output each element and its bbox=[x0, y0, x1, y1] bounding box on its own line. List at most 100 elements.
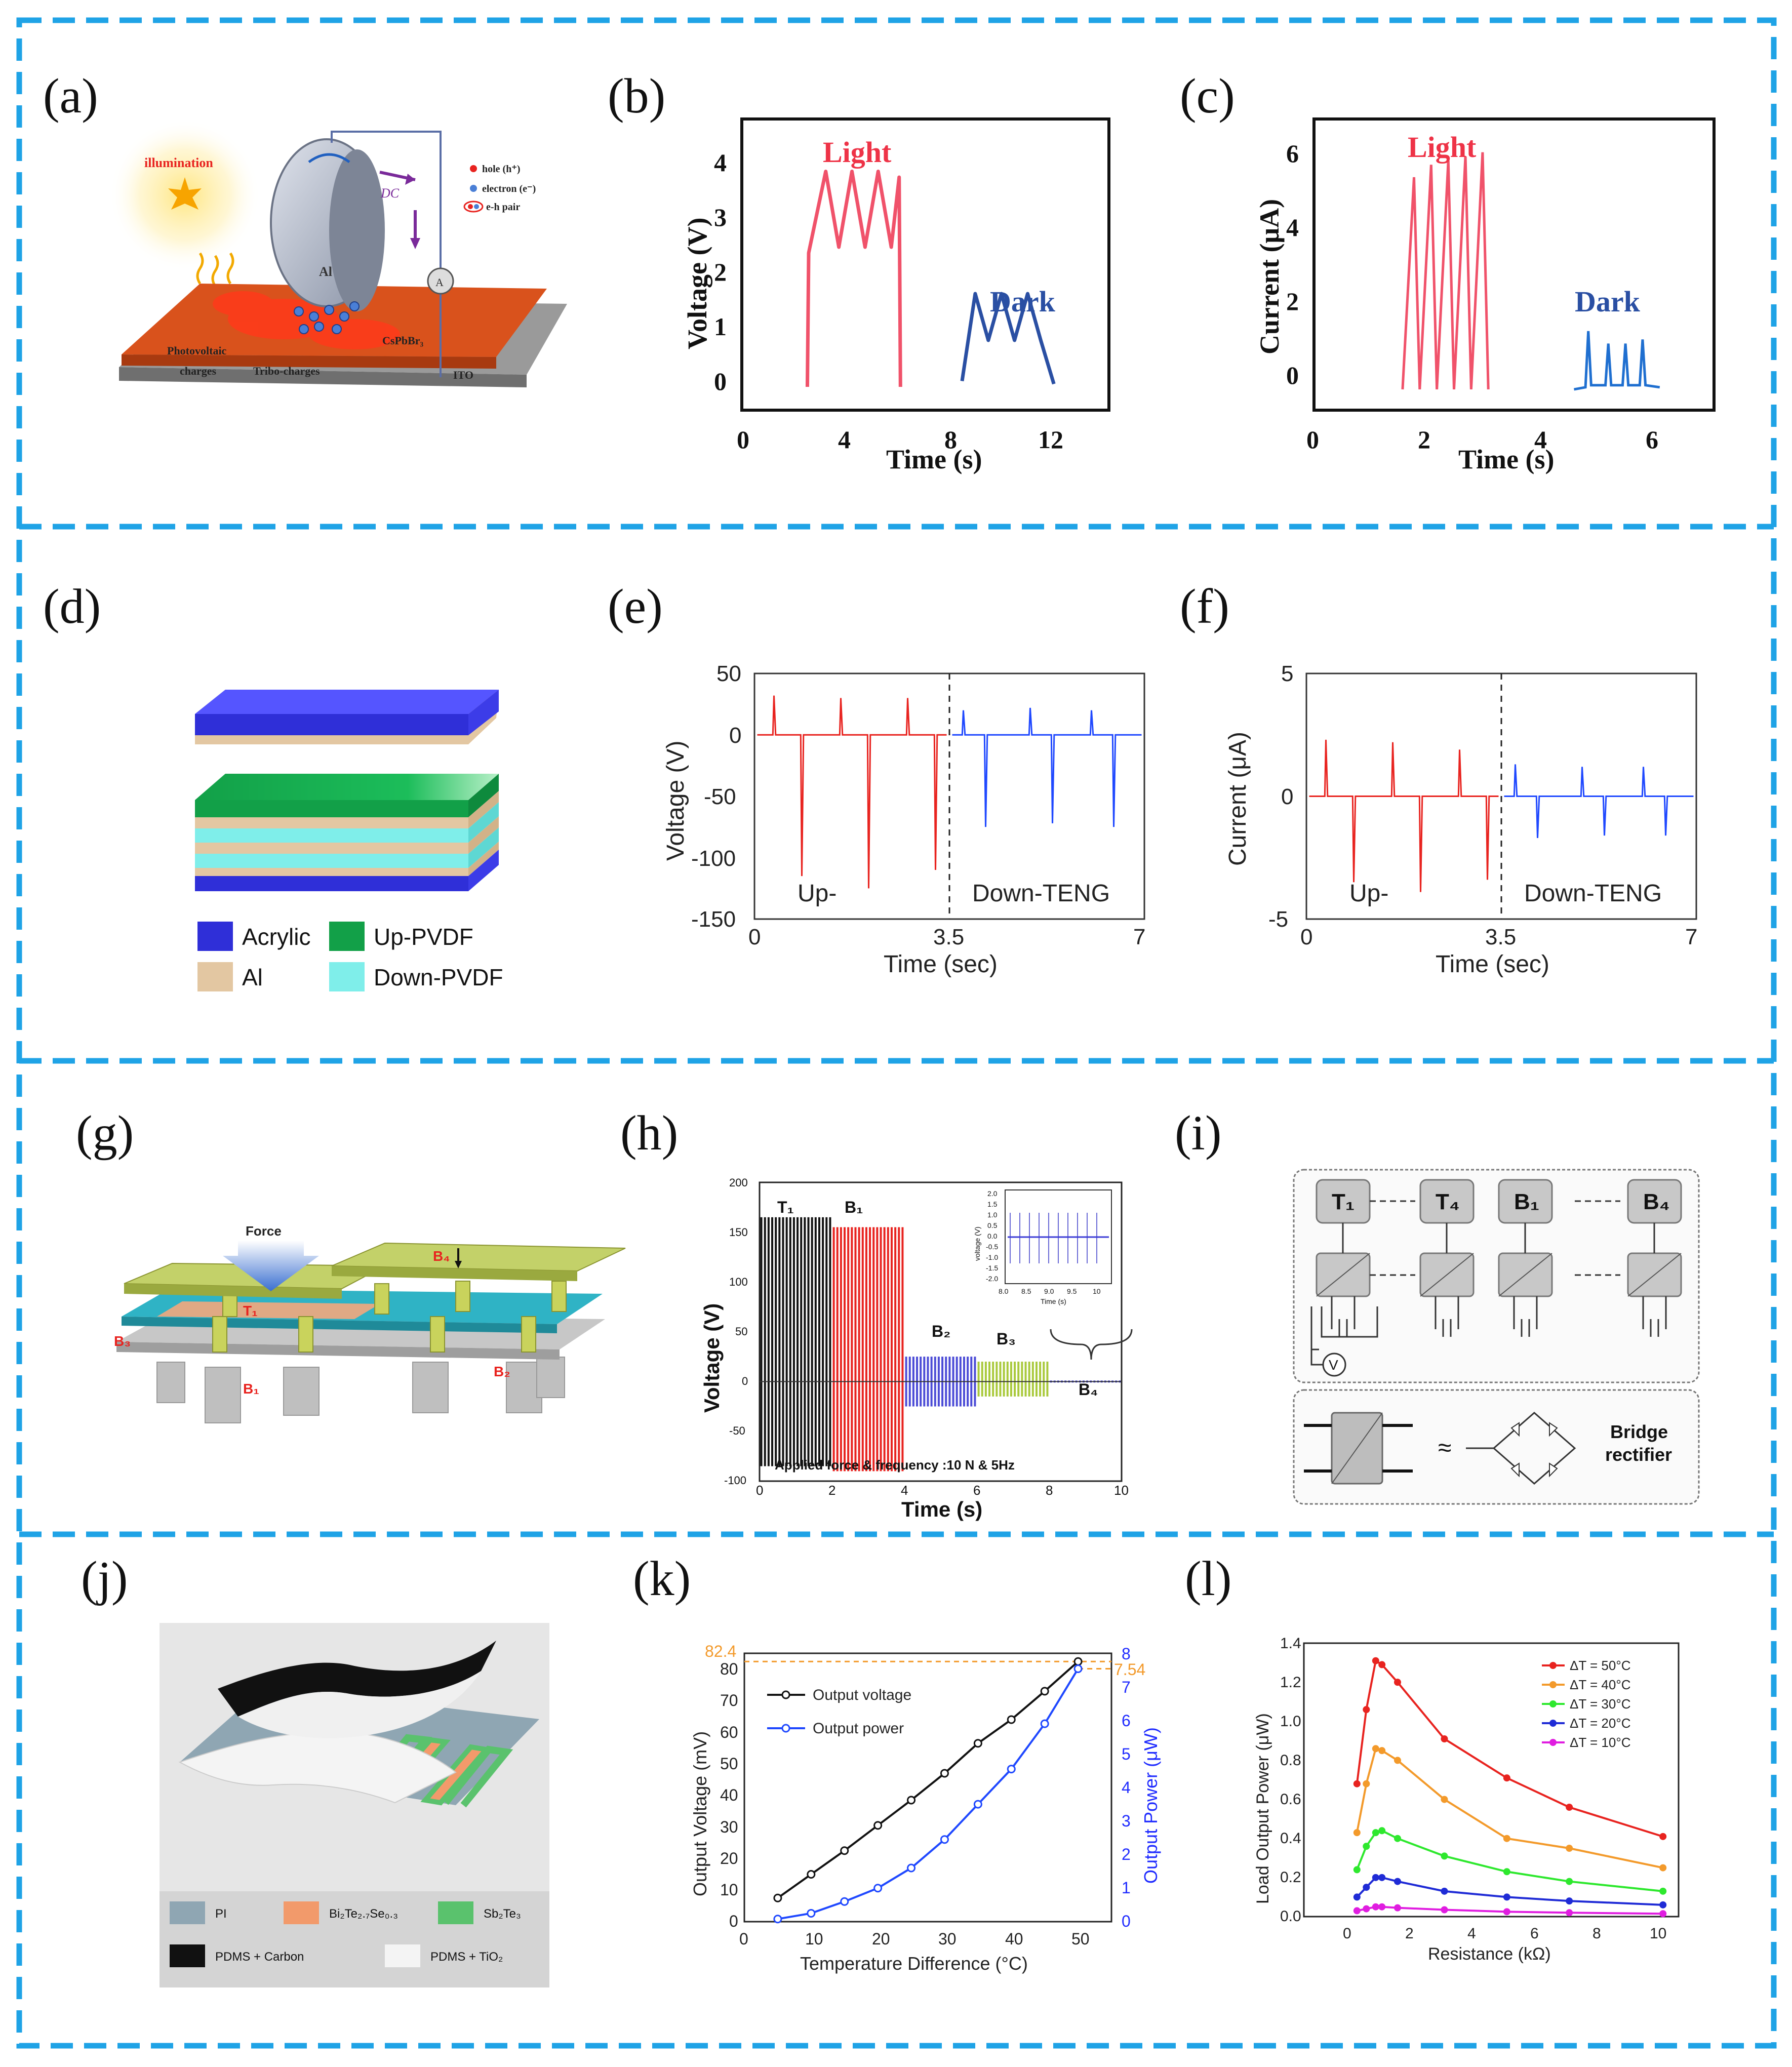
j-legend: PI Bi₂Te₂.₇Se₀.₃ Sb₂Te₃ PDMS + Carbon PD… bbox=[170, 1901, 521, 1967]
h-inset-ytick-6: -1.0 bbox=[986, 1253, 998, 1261]
e-down-label: Down-TENG bbox=[972, 880, 1110, 907]
l-legend-4: ΔT = 10°C bbox=[1570, 1735, 1631, 1750]
h-inset-xtick-4: 10 bbox=[1093, 1287, 1101, 1295]
g-b3: B₃ bbox=[114, 1333, 131, 1349]
c-ytick-1: 2 bbox=[1286, 287, 1299, 315]
e-ytick-1: 0 bbox=[729, 723, 741, 748]
i-bridge-2: rectifier bbox=[1605, 1444, 1672, 1465]
down-pvdf-2 bbox=[195, 854, 468, 868]
e-marks bbox=[757, 695, 1142, 889]
b-light-label: Light bbox=[823, 136, 892, 169]
l-point-0-7 bbox=[1566, 1804, 1573, 1811]
l-legend-0: ΔT = 50°C bbox=[1570, 1658, 1631, 1673]
legend-a: hole (h⁺) electron (e⁻) e-h pair bbox=[463, 164, 536, 213]
l-point-3-6 bbox=[1503, 1893, 1510, 1901]
l-ylabel: Load Output Power (μW) bbox=[1253, 1713, 1272, 1904]
k-xtick-4: 40 bbox=[1005, 1930, 1023, 1948]
force-label: Force bbox=[246, 1223, 282, 1239]
h-inset-ytick-2: 1.0 bbox=[987, 1211, 998, 1219]
l-point-2-8 bbox=[1659, 1887, 1667, 1895]
f-ytick-0: 5 bbox=[1281, 661, 1293, 686]
d-stack bbox=[195, 774, 499, 891]
c-series-dark bbox=[1574, 331, 1660, 391]
k-xtick-1: 10 bbox=[805, 1930, 823, 1948]
h-inset-ytick-1: 1.5 bbox=[987, 1200, 998, 1208]
h-inset-xtick-1: 8.5 bbox=[1021, 1287, 1031, 1295]
e-xtick-0: 0 bbox=[748, 925, 761, 949]
c-light-label: Light bbox=[1408, 131, 1477, 164]
panel-label-b: (b) bbox=[608, 69, 665, 124]
k-point-0-1 bbox=[807, 1870, 816, 1879]
c-dark-label: Dark bbox=[1575, 285, 1641, 318]
g-b4: B₄ bbox=[433, 1248, 450, 1264]
k-point-1-9 bbox=[1073, 1664, 1083, 1673]
e-ytick-3: -100 bbox=[691, 846, 736, 871]
springs bbox=[212, 1281, 567, 1353]
b-xtick-0: 0 bbox=[737, 425, 749, 454]
f-series-down bbox=[1504, 764, 1694, 839]
c-xtick-1: 2 bbox=[1418, 425, 1430, 454]
k-axes-box bbox=[743, 1652, 1112, 1923]
svg-text:PDMS + TiO₂: PDMS + TiO₂ bbox=[430, 1950, 503, 1964]
l-xtick-3: 6 bbox=[1530, 1925, 1539, 1942]
e-xlabel: Time (sec) bbox=[884, 951, 998, 978]
e-series-up bbox=[757, 695, 947, 889]
l-point-2-1 bbox=[1363, 1843, 1370, 1850]
f-up-label: Up- bbox=[1349, 880, 1388, 907]
h-inset-ytick-5: -0.5 bbox=[986, 1243, 998, 1251]
k-y2tick-5: 5 bbox=[1122, 1745, 1131, 1763]
svg-text:Sb₂Te₃: Sb₂Te₃ bbox=[484, 1907, 521, 1921]
l-legend-marker-0 bbox=[1549, 1662, 1557, 1669]
l-point-2-6 bbox=[1503, 1868, 1510, 1876]
panel-b-chart: 0 4 8 12 0 1 2 3 4 Time (s) Voltage (V) … bbox=[682, 117, 1110, 474]
h-inset-ylabel: voltage (V) bbox=[973, 1226, 981, 1261]
l-series-1 bbox=[1356, 1747, 1663, 1869]
c-xlabel: Time (s) bbox=[1458, 444, 1554, 474]
al-wheel-side bbox=[329, 149, 385, 311]
mid-al bbox=[195, 817, 468, 828]
b-series-dark bbox=[960, 292, 1056, 385]
panel-h-chart: 0 2 4 6 8 10 200 150 100 50 0 -50 -100 T… bbox=[700, 1176, 1133, 1521]
l-point-4-1 bbox=[1363, 1905, 1370, 1913]
f-ytick-2: -5 bbox=[1268, 907, 1288, 932]
h-xtick-0: 0 bbox=[756, 1483, 763, 1498]
h-xtick-5: 10 bbox=[1114, 1483, 1129, 1498]
l-ytick-7: 1.4 bbox=[1280, 1635, 1301, 1652]
panel-label-k: (k) bbox=[633, 1552, 691, 1606]
svg-text:Photovoltaic: Photovoltaic bbox=[167, 344, 227, 357]
f-down-label: Down-TENG bbox=[1524, 880, 1662, 907]
k-series-0 bbox=[777, 1660, 1079, 1899]
h-inset-ytick-7: -1.5 bbox=[986, 1264, 998, 1272]
k-ytick-7: 70 bbox=[720, 1691, 738, 1710]
l-point-0-0 bbox=[1353, 1780, 1361, 1787]
i-rect-diag-2 bbox=[1498, 1253, 1552, 1297]
panel-l-chart: 0 2 4 6 8 10 0.0 0.2 0.4 0.6 0.8 1.0 1.2… bbox=[1253, 1635, 1680, 1964]
b-series-light bbox=[805, 170, 902, 387]
ammeter-label: A bbox=[435, 276, 444, 289]
bridge-diode-diamond bbox=[1492, 1412, 1576, 1485]
h-ytick-6: -100 bbox=[724, 1474, 746, 1487]
l-point-1-2 bbox=[1372, 1745, 1379, 1753]
force-arrow bbox=[223, 1241, 319, 1291]
panel-a-schematic: illumination Al A DC hole (h⁺) electron … bbox=[109, 119, 567, 387]
h-b2: B₂ bbox=[932, 1322, 950, 1340]
l-point-3-1 bbox=[1363, 1884, 1370, 1891]
l-point-4-6 bbox=[1503, 1908, 1510, 1916]
dashed-frame bbox=[16, 17, 1777, 2049]
h-t1: T₁ bbox=[777, 1198, 794, 1216]
pillars bbox=[156, 1357, 565, 1423]
k-xtick-2: 20 bbox=[872, 1930, 890, 1948]
c-ytick-0: 0 bbox=[1286, 361, 1299, 389]
h-series-b3 bbox=[977, 1362, 1049, 1397]
f-xtick-0: 0 bbox=[1300, 925, 1312, 949]
top-plate-b4 bbox=[331, 1242, 626, 1272]
l-point-2-0 bbox=[1353, 1866, 1361, 1874]
l-point-2-7 bbox=[1566, 1878, 1573, 1885]
l-point-3-7 bbox=[1566, 1897, 1573, 1905]
l-legend-3: ΔT = 20°C bbox=[1570, 1716, 1631, 1731]
l-series-3 bbox=[1356, 1876, 1663, 1906]
h-inset-ytick-3: 0.5 bbox=[987, 1221, 998, 1229]
c-xtick-0: 0 bbox=[1306, 425, 1319, 454]
l-point-1-1 bbox=[1363, 1780, 1370, 1787]
